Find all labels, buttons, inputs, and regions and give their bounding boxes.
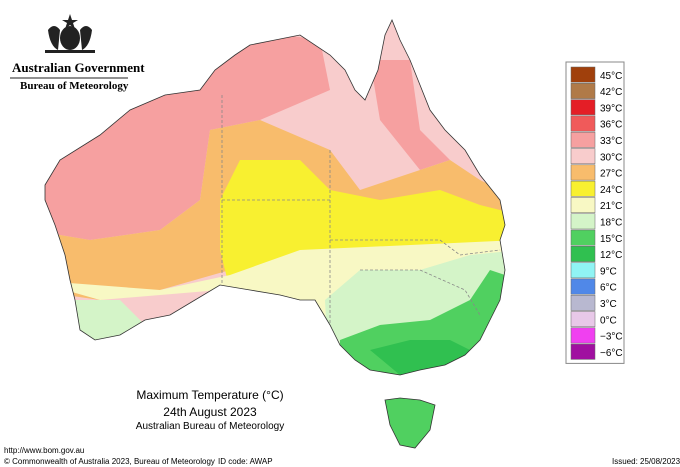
header-subtitle: Bureau of Meteorology bbox=[20, 80, 129, 92]
legend-label: 36°C bbox=[600, 120, 622, 131]
legend-label: 27°C bbox=[600, 169, 622, 180]
legend-label: 21°C bbox=[600, 201, 622, 212]
legend-label: 15°C bbox=[600, 234, 622, 245]
legend-swatch bbox=[570, 148, 596, 165]
legend-swatch bbox=[570, 115, 596, 132]
footer-id: ID code: AWAP bbox=[218, 457, 273, 466]
legend-swatch bbox=[570, 246, 596, 262]
tasmania bbox=[384, 397, 436, 449]
footer-issued: Issued: 25/08/2023 bbox=[612, 457, 680, 466]
footer-url: http://www.bom.gov.au bbox=[4, 446, 85, 455]
header-title: Australian Government bbox=[12, 60, 145, 75]
legend-label: 3°C bbox=[600, 299, 617, 310]
legend-swatch bbox=[570, 262, 596, 279]
coastline bbox=[44, 18, 506, 376]
legend-label: 45°C bbox=[600, 71, 622, 82]
legend-label: 24°C bbox=[600, 185, 622, 196]
legend-swatch bbox=[570, 131, 596, 148]
legend-label: −3°C bbox=[600, 332, 623, 343]
legend-label: 33°C bbox=[600, 136, 622, 147]
legend-swatch bbox=[570, 229, 596, 246]
legend-swatch bbox=[570, 294, 596, 311]
footer-copyright: © Commonwealth of Australia 2023, Bureau… bbox=[4, 457, 215, 466]
legend-swatch bbox=[570, 343, 596, 360]
legend-swatch bbox=[570, 278, 596, 295]
legend-label: 30°C bbox=[600, 152, 622, 163]
legend-label: 0°C bbox=[600, 315, 617, 326]
legend-swatch bbox=[570, 66, 596, 83]
legend-label: −6°C bbox=[600, 348, 623, 359]
legend-label: 9°C bbox=[600, 266, 617, 277]
legend-swatch bbox=[570, 83, 596, 99]
map-date: 24th August 2023 bbox=[163, 405, 257, 419]
legend-swatch bbox=[570, 180, 596, 197]
map-source: Australian Bureau of Meteorology bbox=[135, 421, 285, 432]
crest bbox=[45, 14, 95, 53]
legend-label: 6°C bbox=[600, 283, 617, 294]
legend-swatch bbox=[570, 213, 596, 230]
legend-swatch bbox=[570, 311, 596, 328]
state-borders bbox=[221, 95, 501, 325]
legend-label: 39°C bbox=[600, 103, 622, 114]
legend-swatch bbox=[570, 197, 596, 213]
legend-swatch bbox=[570, 164, 596, 181]
map-title: Maximum Temperature (°C) bbox=[136, 388, 284, 402]
legend-label: 18°C bbox=[600, 217, 622, 228]
legend-label: 42°C bbox=[600, 87, 622, 98]
legend: 45°C 42°C 39°C 36°C 33°C 30°C 27°C 24°C 21°C 18°C… bbox=[565, 61, 625, 364]
legend-label: 12°C bbox=[600, 250, 622, 261]
legend-swatch bbox=[570, 99, 596, 116]
legend-swatch bbox=[570, 327, 596, 344]
